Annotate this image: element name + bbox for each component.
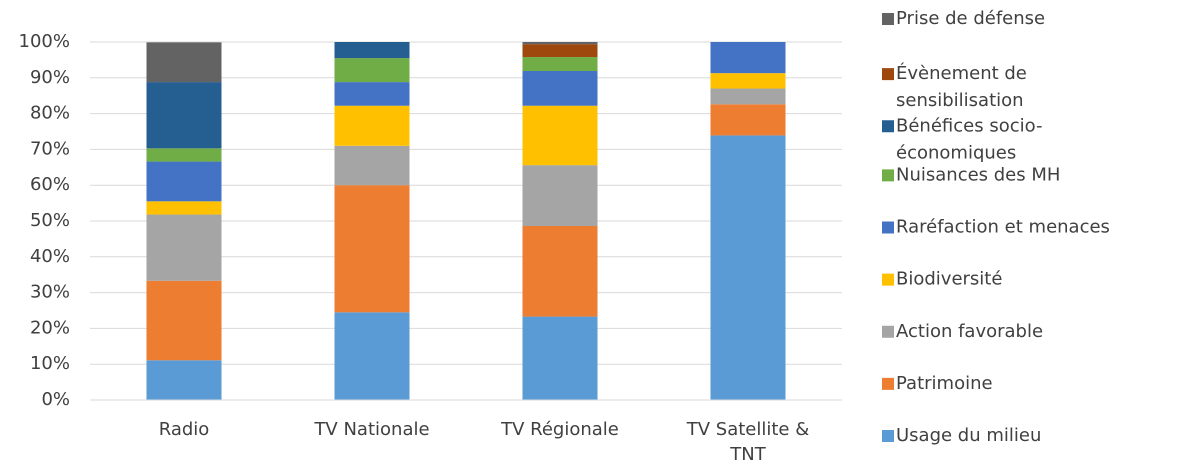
bar-segment [522,165,598,227]
bar-segment [710,104,786,136]
bar-segment [710,88,786,105]
legend-label: Raréfaction et menaces [896,217,1110,238]
legend-label: Nuisances des MH [896,164,1060,185]
y-tick-label: 70% [30,138,70,159]
bar-segment [522,105,598,166]
bar-segment [146,360,222,400]
y-tick-label: 0% [41,389,70,410]
legend-label: Évènement de sensibilisation [896,62,1027,111]
legend-swatch [882,169,894,182]
y-tick-label: 20% [30,317,70,338]
bar-segment [710,42,786,74]
legend-label: Biodiversité [896,269,1002,290]
x-tick-label: TV Régionale [500,419,619,440]
bar-segment [522,44,598,58]
y-tick-label: 10% [30,353,70,374]
y-tick-label: 90% [30,67,70,88]
x-tick-label: TV Satellite & TNT [686,419,810,464]
legend-swatch [882,377,894,390]
y-tick-label: 60% [30,174,70,195]
y-tick-label: 80% [30,103,70,124]
legend-label: Bénéfices socio-économiques [896,115,1042,163]
x-tick-label: Radio [159,419,210,440]
bar-segment [146,148,222,162]
legend-swatch [882,325,894,338]
y-tick-label: 30% [30,282,70,303]
bar-segment [146,280,222,361]
legend-label: Prise de défense [896,8,1045,29]
y-tick-label: 40% [30,246,70,267]
legend-swatch [882,221,894,234]
bar-segment [334,82,410,106]
legend-swatch [882,430,894,442]
bar-segment [334,145,410,186]
legend-swatch [882,68,894,81]
bar-segment [334,312,410,400]
y-tick-label: 100% [19,31,70,52]
bar-segment [146,82,222,149]
legend-label: Usage du milieu [896,425,1041,446]
bar-segment [710,73,786,89]
bar-segment [522,226,598,317]
bar-segment [522,42,598,45]
legend-swatch [882,120,894,133]
bar-segment [522,316,598,400]
y-tick-label: 50% [30,210,70,231]
bar-segment [334,105,410,146]
x-tick-label: TV Nationale [313,419,429,440]
bar-segment [146,42,222,83]
bar-segment [334,185,410,313]
legend-label: Patrimoine [896,373,993,394]
legend-swatch [882,13,894,25]
legend-label: Action favorable [896,321,1043,342]
bar-segment [334,58,410,83]
bar-segment [710,135,786,401]
bar-segment [146,214,222,281]
bar-segment [146,161,222,202]
legend-swatch [882,273,894,286]
bar-segment [334,42,410,59]
bar-segment [146,201,222,215]
bar-segment [522,70,598,106]
bar-segment [522,57,598,71]
